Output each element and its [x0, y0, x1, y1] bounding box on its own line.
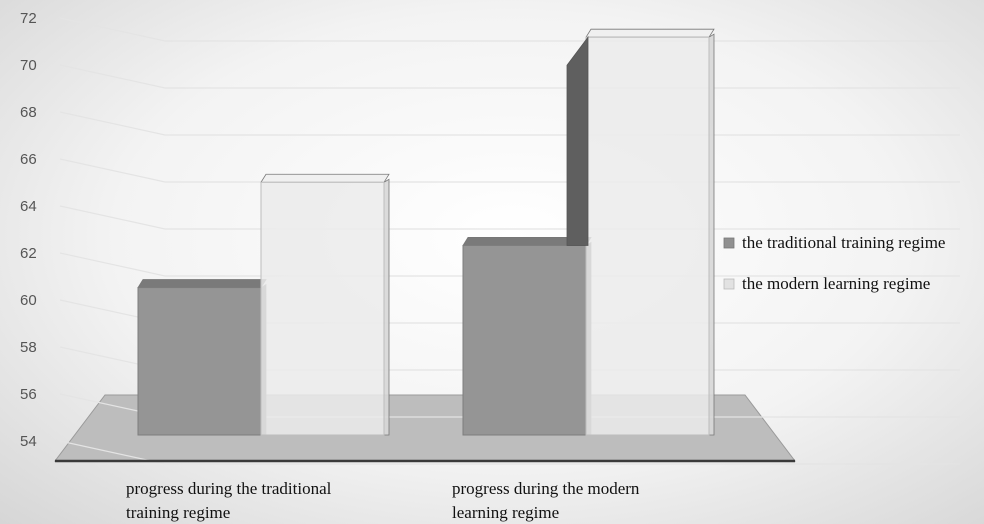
bar: [585, 28, 715, 436]
bar-modern: [260, 181, 385, 436]
y-tick-label: 58: [20, 339, 37, 356]
category-label: learning regime: [452, 503, 559, 522]
bar: [137, 279, 267, 436]
gridline: [59, 64, 960, 89]
gridline: [59, 17, 960, 42]
y-tick-label: 72: [20, 10, 37, 27]
y-tick-label: 56: [20, 386, 37, 403]
legend-swatch: [723, 237, 735, 249]
category-label: progress during the modern: [452, 479, 640, 498]
gridline: [59, 111, 960, 136]
bar-top-face: [137, 279, 267, 288]
gridline: [59, 158, 960, 183]
bar-top-face: [585, 28, 715, 38]
bar-side-face: [708, 33, 715, 436]
y-tick-label: 62: [20, 245, 37, 262]
legend-swatch: [723, 278, 735, 290]
y-tick-label: 54: [20, 433, 37, 450]
bar: [462, 237, 592, 436]
gridline: [59, 440, 960, 465]
category-label: progress during the traditional: [126, 479, 332, 498]
legend-label: the traditional training regime: [742, 233, 945, 252]
y-tick-label: 64: [20, 198, 37, 215]
legend-label: the modern learning regime: [742, 274, 930, 293]
y-tick-label: 66: [20, 151, 37, 168]
bar-traditional: [137, 287, 262, 436]
bar: [260, 173, 390, 436]
bar-depth-face: [566, 36, 589, 246]
bar-top-face: [260, 173, 390, 183]
bar-modern: [585, 36, 710, 436]
y-tick-label: 68: [20, 104, 37, 121]
bar-side-face: [383, 178, 390, 436]
y-tick-label: 60: [20, 292, 37, 309]
y-tick-label: 70: [20, 57, 37, 74]
bar-traditional: [462, 244, 587, 436]
gridline: [59, 205, 960, 230]
category-label: training regime: [126, 503, 230, 522]
